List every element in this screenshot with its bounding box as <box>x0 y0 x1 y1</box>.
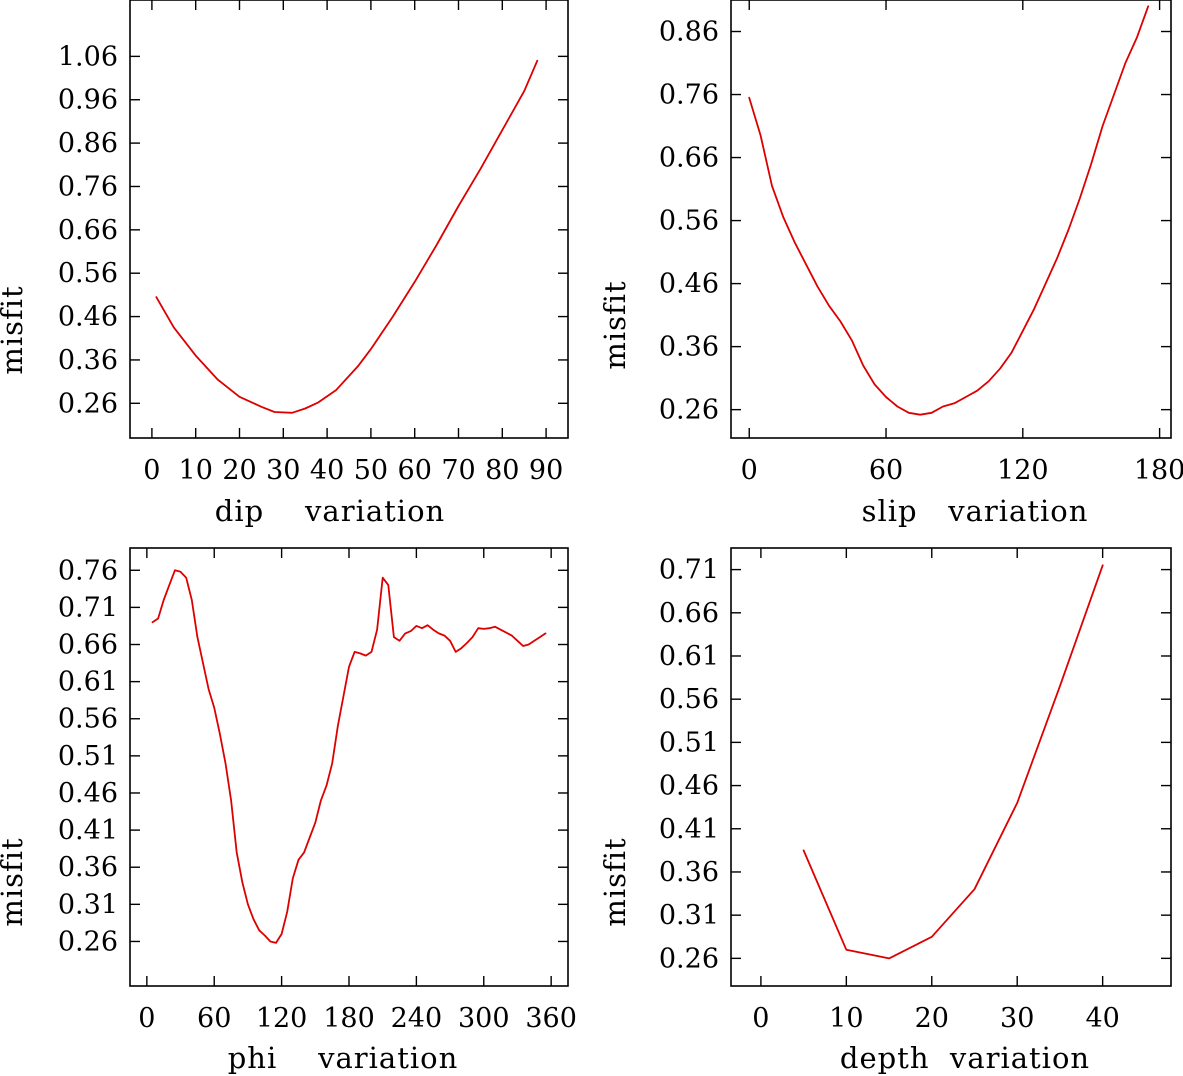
y-tick-label: 0.31 <box>659 900 719 931</box>
x-tick-label: 120 <box>256 1003 308 1034</box>
plot-frame <box>129 547 569 987</box>
x-tick-label: 90 <box>529 455 563 486</box>
y-tick-label: 0.71 <box>58 592 118 623</box>
y-tick-label: 0.56 <box>659 206 719 237</box>
y-tick-label: 0.56 <box>58 258 118 289</box>
series-line-phi <box>151 569 547 944</box>
x-tick-label: 80 <box>485 455 519 486</box>
x-tick-label: 0 <box>741 455 758 486</box>
x-tick-label: 70 <box>441 455 475 486</box>
y-tick-label: 0.46 <box>659 269 719 300</box>
x-tick-label: 30 <box>266 455 300 486</box>
x-axis-label: dip variation <box>215 494 445 528</box>
plot-frame <box>730 547 1172 987</box>
x-tick-label: 300 <box>458 1003 510 1034</box>
y-tick-label: 0.71 <box>659 555 719 586</box>
y-tick-label: 0.36 <box>58 345 118 376</box>
y-tick-label: 0.66 <box>659 598 719 629</box>
y-axis-label: misfit <box>0 837 29 926</box>
y-tick-label: 0.26 <box>58 926 118 957</box>
x-axis-label: slip variation <box>862 494 1089 528</box>
x-axis-label: depth variation <box>840 1041 1090 1075</box>
x-tick-label: 240 <box>391 1003 443 1034</box>
y-axis-label: misfit <box>0 285 29 374</box>
y-tick-label: 0.46 <box>659 771 719 802</box>
y-tick-label: 0.56 <box>659 684 719 715</box>
y-tick-label: 0.76 <box>58 555 118 586</box>
y-tick-label: 0.31 <box>58 889 118 920</box>
x-tick-label: 30 <box>1000 1003 1034 1034</box>
y-tick-label: 0.66 <box>659 143 719 174</box>
x-tick-label: 0 <box>752 1003 769 1034</box>
y-tick-label: 0.51 <box>659 727 719 758</box>
y-tick-label: 0.56 <box>58 704 118 735</box>
x-tick-label: 40 <box>310 455 344 486</box>
y-tick-label: 0.26 <box>58 388 118 419</box>
x-tick-label: 60 <box>398 455 432 486</box>
y-axis-label: misfit <box>598 280 632 369</box>
y-tick-label: 0.86 <box>58 128 118 159</box>
y-tick-label: 0.46 <box>58 778 118 809</box>
x-tick-label: 20 <box>222 455 256 486</box>
x-tick-label: 40 <box>1085 1003 1119 1034</box>
y-tick-label: 0.41 <box>58 815 118 846</box>
y-tick-label: 0.66 <box>58 215 118 246</box>
plot-frame <box>730 0 1172 439</box>
chart-panel-depth: 0.26 0.31 0.36 0.41 0.46 0.51 0.56 0.61 0.66 0.71… <box>598 547 1172 1075</box>
y-tick-label: 0.76 <box>58 171 118 202</box>
chart-panel-dip: 0.26 0.36 0.46 0.56 0.66 0.76 0.86 0.96 1.06 0 10 2… <box>0 0 569 528</box>
y-tick-label: 0.66 <box>58 630 118 661</box>
x-tick-label: 360 <box>525 1003 577 1034</box>
series-line-depth <box>802 564 1104 960</box>
plot-frame <box>129 0 569 439</box>
y-tick-label: 0.36 <box>659 332 719 363</box>
y-tick-label: 0.26 <box>659 395 719 426</box>
x-tick-label: 50 <box>354 455 388 486</box>
x-tick-label: 180 <box>323 1003 375 1034</box>
x-tick-label: 0 <box>143 455 160 486</box>
y-tick-label: 0.76 <box>659 80 719 111</box>
x-tick-label: 0 <box>138 1003 155 1034</box>
y-tick-label: 0.41 <box>659 814 719 845</box>
x-tick-label: 20 <box>915 1003 949 1034</box>
x-tick-label: 180 <box>1134 455 1183 486</box>
y-tick-label: 0.51 <box>58 741 118 772</box>
chart-panel-slip: 0.26 0.36 0.46 0.56 0.66 0.76 0.86 0 60 120 180 sli… <box>598 0 1183 528</box>
y-tick-label: 0.86 <box>659 17 719 48</box>
y-tick-label: 0.61 <box>659 641 719 672</box>
y-tick-label: 0.96 <box>58 85 118 116</box>
x-tick-label: 10 <box>179 455 213 486</box>
y-tick-label: 0.61 <box>58 667 118 698</box>
y-tick-label: 1.06 <box>58 41 118 72</box>
x-axis-label: phi variation <box>228 1041 459 1075</box>
y-tick-label: 0.26 <box>659 943 719 974</box>
series-line-slip <box>748 5 1150 416</box>
y-tick-label: 0.36 <box>58 852 118 883</box>
x-tick-label: 60 <box>869 455 903 486</box>
y-tick-label: 0.36 <box>659 857 719 888</box>
chart-panel-phi: 0.26 0.31 0.36 0.41 0.46 0.51 0.56 0.61 0.66 0.71… <box>0 547 577 1075</box>
x-tick-label: 10 <box>829 1003 863 1034</box>
x-tick-label: 120 <box>997 455 1049 486</box>
y-axis-label: misfit <box>598 837 632 926</box>
x-tick-label: 60 <box>197 1003 231 1034</box>
series-line-dip <box>155 59 539 414</box>
y-tick-label: 0.46 <box>58 302 118 333</box>
